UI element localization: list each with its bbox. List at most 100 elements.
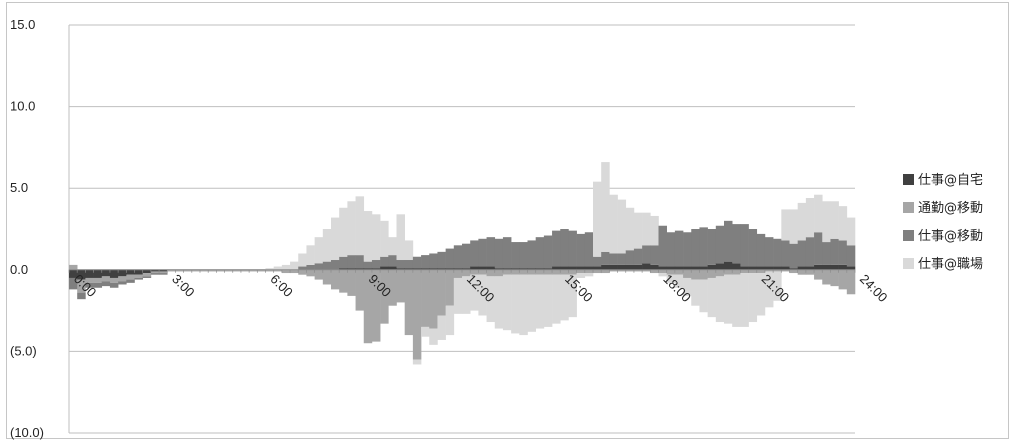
bar-segment [666,269,676,275]
bar-segment [781,209,790,241]
bar-segment [347,269,356,296]
bar-segment [208,269,217,272]
bar-segment [683,266,692,270]
bar-segment [560,274,569,321]
bar-segment [290,261,299,270]
bar-segment [756,273,766,316]
bar-segment [453,245,463,269]
bar-segment [846,266,856,270]
bar-segment [666,274,676,283]
bar-segment [355,269,365,311]
bar-segment [756,269,766,274]
bar-segment [830,269,839,287]
bar-segment [437,315,446,340]
bar-segment [568,274,577,318]
bar-segment [601,264,610,270]
bar-segment [429,268,438,270]
bar-segment [699,266,708,270]
legend-swatch [903,174,914,185]
bar-segment [380,220,389,257]
bar-segment [306,269,315,277]
bar-segment [584,232,594,267]
bar-segment [462,268,471,270]
bar-segment [314,237,324,264]
bar-segment [527,269,536,275]
bar-segment [822,269,831,285]
bar-segment [273,269,283,272]
bar-segment [93,269,103,278]
bar-segment [699,227,708,267]
bar-segment [355,196,365,256]
legend-label: 仕事@移動 [918,229,983,244]
bar-segment [830,264,839,270]
bar-segment [339,269,348,293]
y-tick-label: 15.0 [10,17,35,32]
bar-segment [371,269,381,342]
bar-segment [724,269,733,275]
x-axis-line [68,269,856,273]
bar-segment [715,263,725,270]
bar-segment [453,277,463,314]
bar-segment [322,229,332,262]
bar-segment [650,215,659,246]
bar-segment [494,238,504,269]
bar-segment [478,238,487,267]
bar-segment [322,269,332,285]
bar-segment [331,269,340,290]
bar-segment [846,269,856,295]
bar-segment [404,260,414,269]
bar-segment [789,268,798,270]
bar-segment [249,269,258,272]
bar-segment [740,269,749,274]
bar-segment [609,269,618,272]
bar-segment [363,261,373,269]
bar-segment [683,269,692,278]
bar-segment [347,268,356,270]
bar-segment [306,264,315,270]
bar-segment [363,211,373,262]
bar-segment [150,273,160,275]
bar-segment [396,260,405,269]
bar-segment [576,273,586,278]
bar-segment [830,201,839,239]
bar-segment [642,245,651,264]
bar-segment [560,269,569,275]
bar-segment [543,269,553,275]
bar-segment [511,268,520,270]
bar-segment [159,269,168,272]
bar-segment [560,266,569,270]
bar-segment [445,268,455,270]
bar-segment [339,256,348,269]
legend-swatch [903,230,914,241]
bar-segment [707,264,717,270]
bar-segment [683,277,692,296]
bar-segment [764,271,774,308]
bar-segment [814,269,823,280]
bar-segment [85,269,94,278]
bar-segment [822,264,831,270]
bar-segment [404,268,414,270]
bar-segment [650,269,659,274]
bar-segment [396,269,405,303]
bar-segment [764,266,774,270]
bar-segment [674,266,684,270]
y-tick-labels: 15.0 10.0 5.0 0.0 (5.0) (10.0) [10,17,44,440]
bar-segment [502,268,512,270]
bar-segment [814,264,823,270]
bar-segment [527,268,536,270]
bar-segment [797,266,807,270]
bar-segment [126,274,135,280]
bar-segment [380,266,389,270]
bar-segment [502,237,512,269]
bar-segment [674,230,684,267]
bar-segment [666,232,676,267]
bar-segment [462,269,471,277]
bar-segment [85,282,94,288]
bar-segment [142,276,152,278]
bar-segment [609,264,618,270]
bar-segment [404,240,414,260]
bar-segment [584,266,594,270]
bar-segment [535,269,545,275]
bar-segment [715,276,725,323]
